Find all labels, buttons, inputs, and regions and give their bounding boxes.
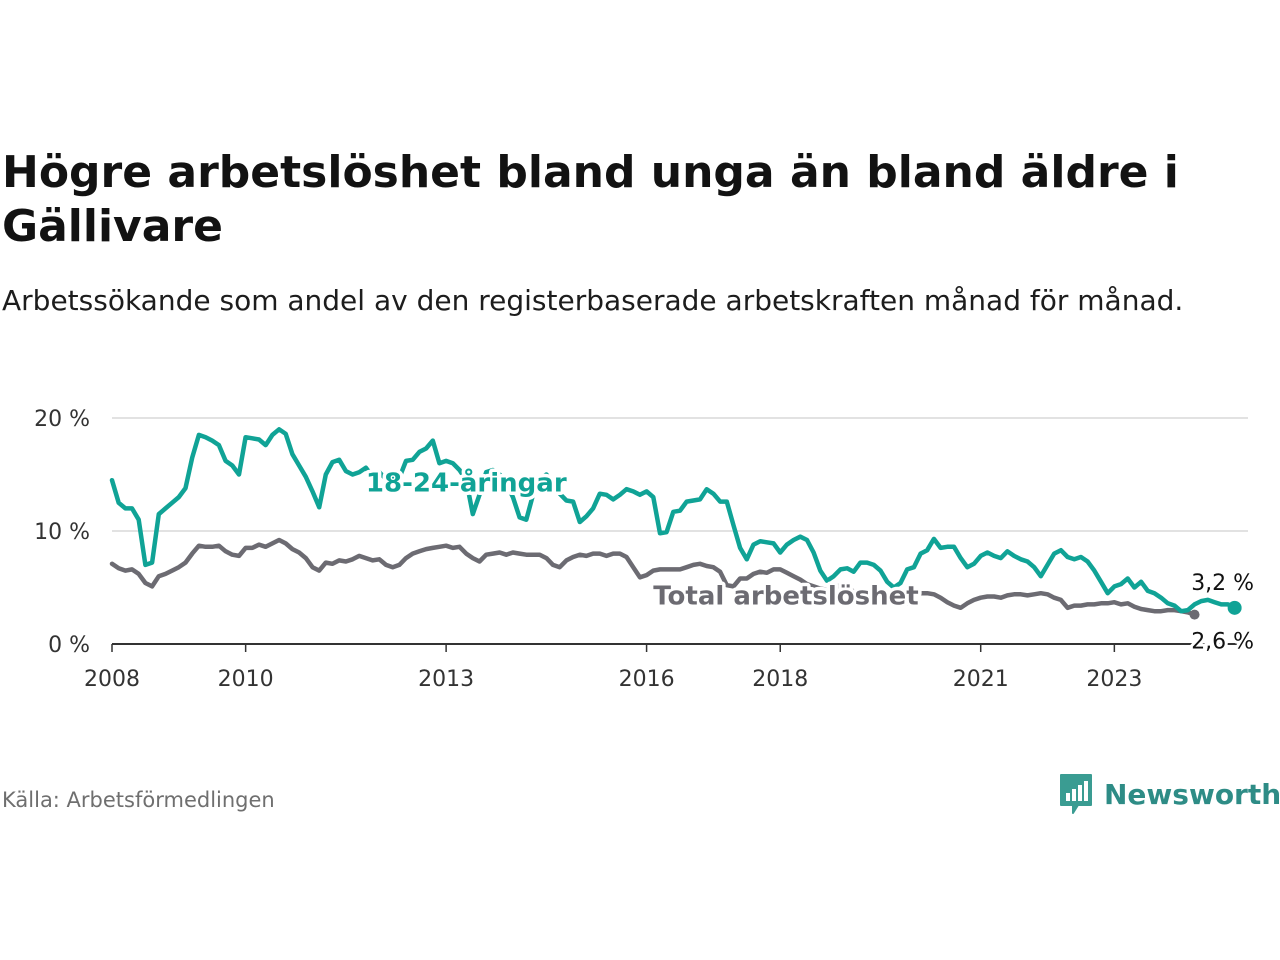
end-label-youth: 3,2 % [1191,571,1254,596]
y-tick-label: 20 % [34,407,90,432]
x-axis: 2008 2010 2013 2016 2018 2021 2023 [84,643,1248,692]
end-dot-youth [1227,600,1242,615]
series-label-total: Total arbetslöshet [653,582,918,612]
x-tick-label: 2021 [953,667,1009,692]
series-labels: 18-24-åringar Total arbetslöshet 3,2 % 2,6 … [362,463,1257,658]
x-tick-label: 2016 [619,667,675,692]
y-axis-labels: 0 % 10 % 20 % [34,407,90,658]
brand-name: Newsworthy [1104,777,1280,811]
x-tick-label: 2018 [752,667,808,692]
end-dot-total [1189,609,1200,620]
chart-subtitle: Arbetssökande som andel av den registerb… [2,284,1184,317]
source-note: Källa: Arbetsförmedlingen [2,788,275,812]
x-tick-label: 2008 [84,667,140,692]
x-tick-label: 2023 [1086,667,1142,692]
y-tick-label: 10 % [34,520,90,545]
series-lines [109,427,1242,620]
series-line-youth [109,427,1237,614]
x-tick-label: 2010 [218,667,274,692]
bar-chart-icon [1060,774,1092,814]
brand-logo: Newsworthy [1058,772,1280,816]
end-label-total: 2,6 % [1191,630,1254,655]
series-line-total [109,537,1197,617]
x-tick-label: 2013 [418,667,474,692]
chart-title: Högre arbetslöshet bland unga än bland ä… [2,147,1179,252]
grid [112,417,1248,532]
line-chart: 0 % 10 % 20 % 2008 2010 2013 2016 2018 2021 2023… [34,407,1257,692]
y-tick-label: 0 % [48,633,90,658]
series-label-youth: 18-24-åringar [366,467,567,499]
